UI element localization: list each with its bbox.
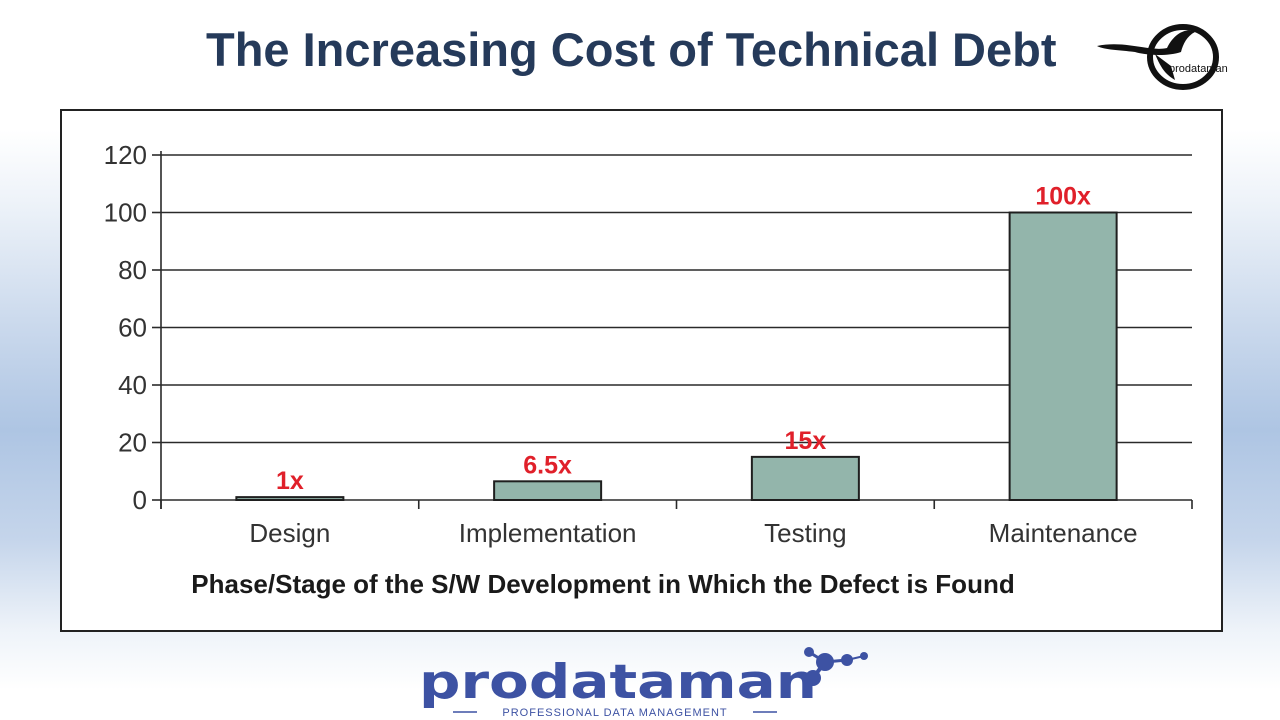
brand-wordmark: prodataman [419,655,817,710]
prodataman-logo-icon: prodataman PROFESSIONAL DATA MANAGEMENT [419,647,868,719]
bar-layer [235,211,1118,501]
corner-logo-text: prodataman [1169,63,1228,75]
label-layer: 1x Design 6.5x Implementation 15x Testing 100x… [249,183,1137,549]
y-tick-label-40: 40 [118,370,147,400]
axis-layer: 0 20 40 60 80 100 120 [104,140,1193,515]
x-axis-title: Phase/Stage of the S/W Development in Wh… [191,569,1014,599]
data-label-maintenance: 100x [1035,183,1091,211]
cost-bar-chart: 0 20 40 60 80 100 120 1x Design 6.5x Implementati… [104,140,1193,599]
y-tick-label-80: 80 [118,255,147,285]
x-tick-label-testing: Testing [764,518,846,548]
brand-tagline: PROFESSIONAL DATA MANAGEMENT [502,707,727,719]
bar-implementation [493,480,603,501]
data-label-design: 1x [276,467,304,495]
bar-design [235,496,345,501]
y-tick-label-20: 20 [118,428,147,458]
bird-circle-logo-icon: prodataman [1097,24,1228,90]
x-tick-label-design: Design [249,518,330,548]
bar-maintenance [1008,211,1118,501]
data-label-implementation: 6.5x [523,451,572,479]
y-tick-label-100: 100 [104,198,147,228]
slide-title: The Increasing Cost of Technical Debt [206,23,1057,76]
bar-testing [750,455,860,501]
y-tick-label-0: 0 [133,485,147,515]
x-tick-label-maintenance: Maintenance [989,518,1138,548]
chart-frame: 0 20 40 60 80 100 120 1x Design 6.5x Implementati… [60,109,1223,632]
y-tick-label-120: 120 [104,140,147,170]
molecule-icon [804,647,868,686]
y-tick-label-60: 60 [118,313,147,343]
x-tick-label-implementation: Implementation [459,518,637,548]
data-label-testing: 15x [785,427,827,455]
brand-logo: prodataman PROFESSIONAL DATA MANAGEMENT [415,646,875,720]
corner-logo: prodataman [1095,22,1255,92]
